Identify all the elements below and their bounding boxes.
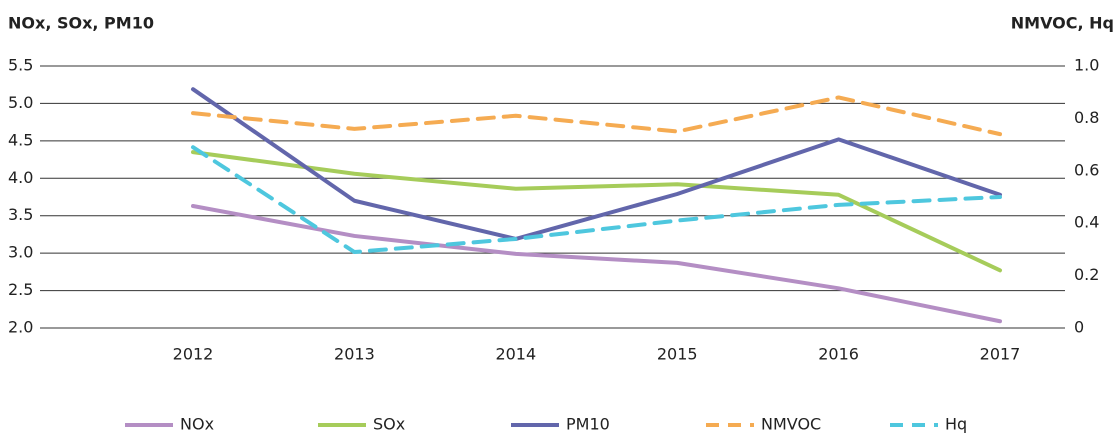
legend-label: SOx — [373, 415, 405, 434]
x-tick-label: 2016 — [818, 345, 859, 364]
line — [191, 87, 1002, 241]
line — [191, 150, 1002, 273]
y-tick-label: 4.5 — [8, 130, 33, 149]
x-tick-label: 2013 — [334, 345, 375, 364]
y2-axis-title: NMVOC, Hq — [1011, 14, 1114, 33]
y-tick-label: 5.5 — [8, 56, 33, 75]
y2-tick-label: 1.0 — [1074, 56, 1099, 75]
legend-label: NMVOC — [761, 415, 821, 434]
y-tick-label: 3.0 — [8, 243, 33, 262]
legend-label: NOx — [180, 415, 214, 434]
y-tick-label: 2.5 — [8, 280, 33, 299]
y2-tick-label: 0 — [1074, 318, 1084, 337]
y2-tick-label: 0.2 — [1074, 265, 1099, 284]
x-tick-label: 2012 — [173, 345, 214, 364]
y-tick-label: 4.0 — [8, 168, 33, 187]
y-tick-label: 2.0 — [8, 318, 33, 337]
y-tick-label: 3.5 — [8, 205, 33, 224]
y2-tick-label: 0.6 — [1074, 160, 1099, 179]
y-tick-label: 5.0 — [8, 93, 33, 112]
line — [191, 145, 1002, 255]
line — [191, 95, 1002, 137]
x-tick-label: 2014 — [495, 345, 536, 364]
x-tick-label: 2017 — [980, 345, 1021, 364]
x-tick-label: 2015 — [657, 345, 698, 364]
y-axis-title: NOx, SOx, PM10 — [8, 14, 154, 33]
legend-label: PM10 — [566, 415, 610, 434]
legend-label: Hq — [945, 415, 967, 434]
y2-tick-label: 0.4 — [1074, 213, 1099, 232]
line — [191, 203, 1002, 324]
y2-tick-label: 0.8 — [1074, 108, 1099, 127]
